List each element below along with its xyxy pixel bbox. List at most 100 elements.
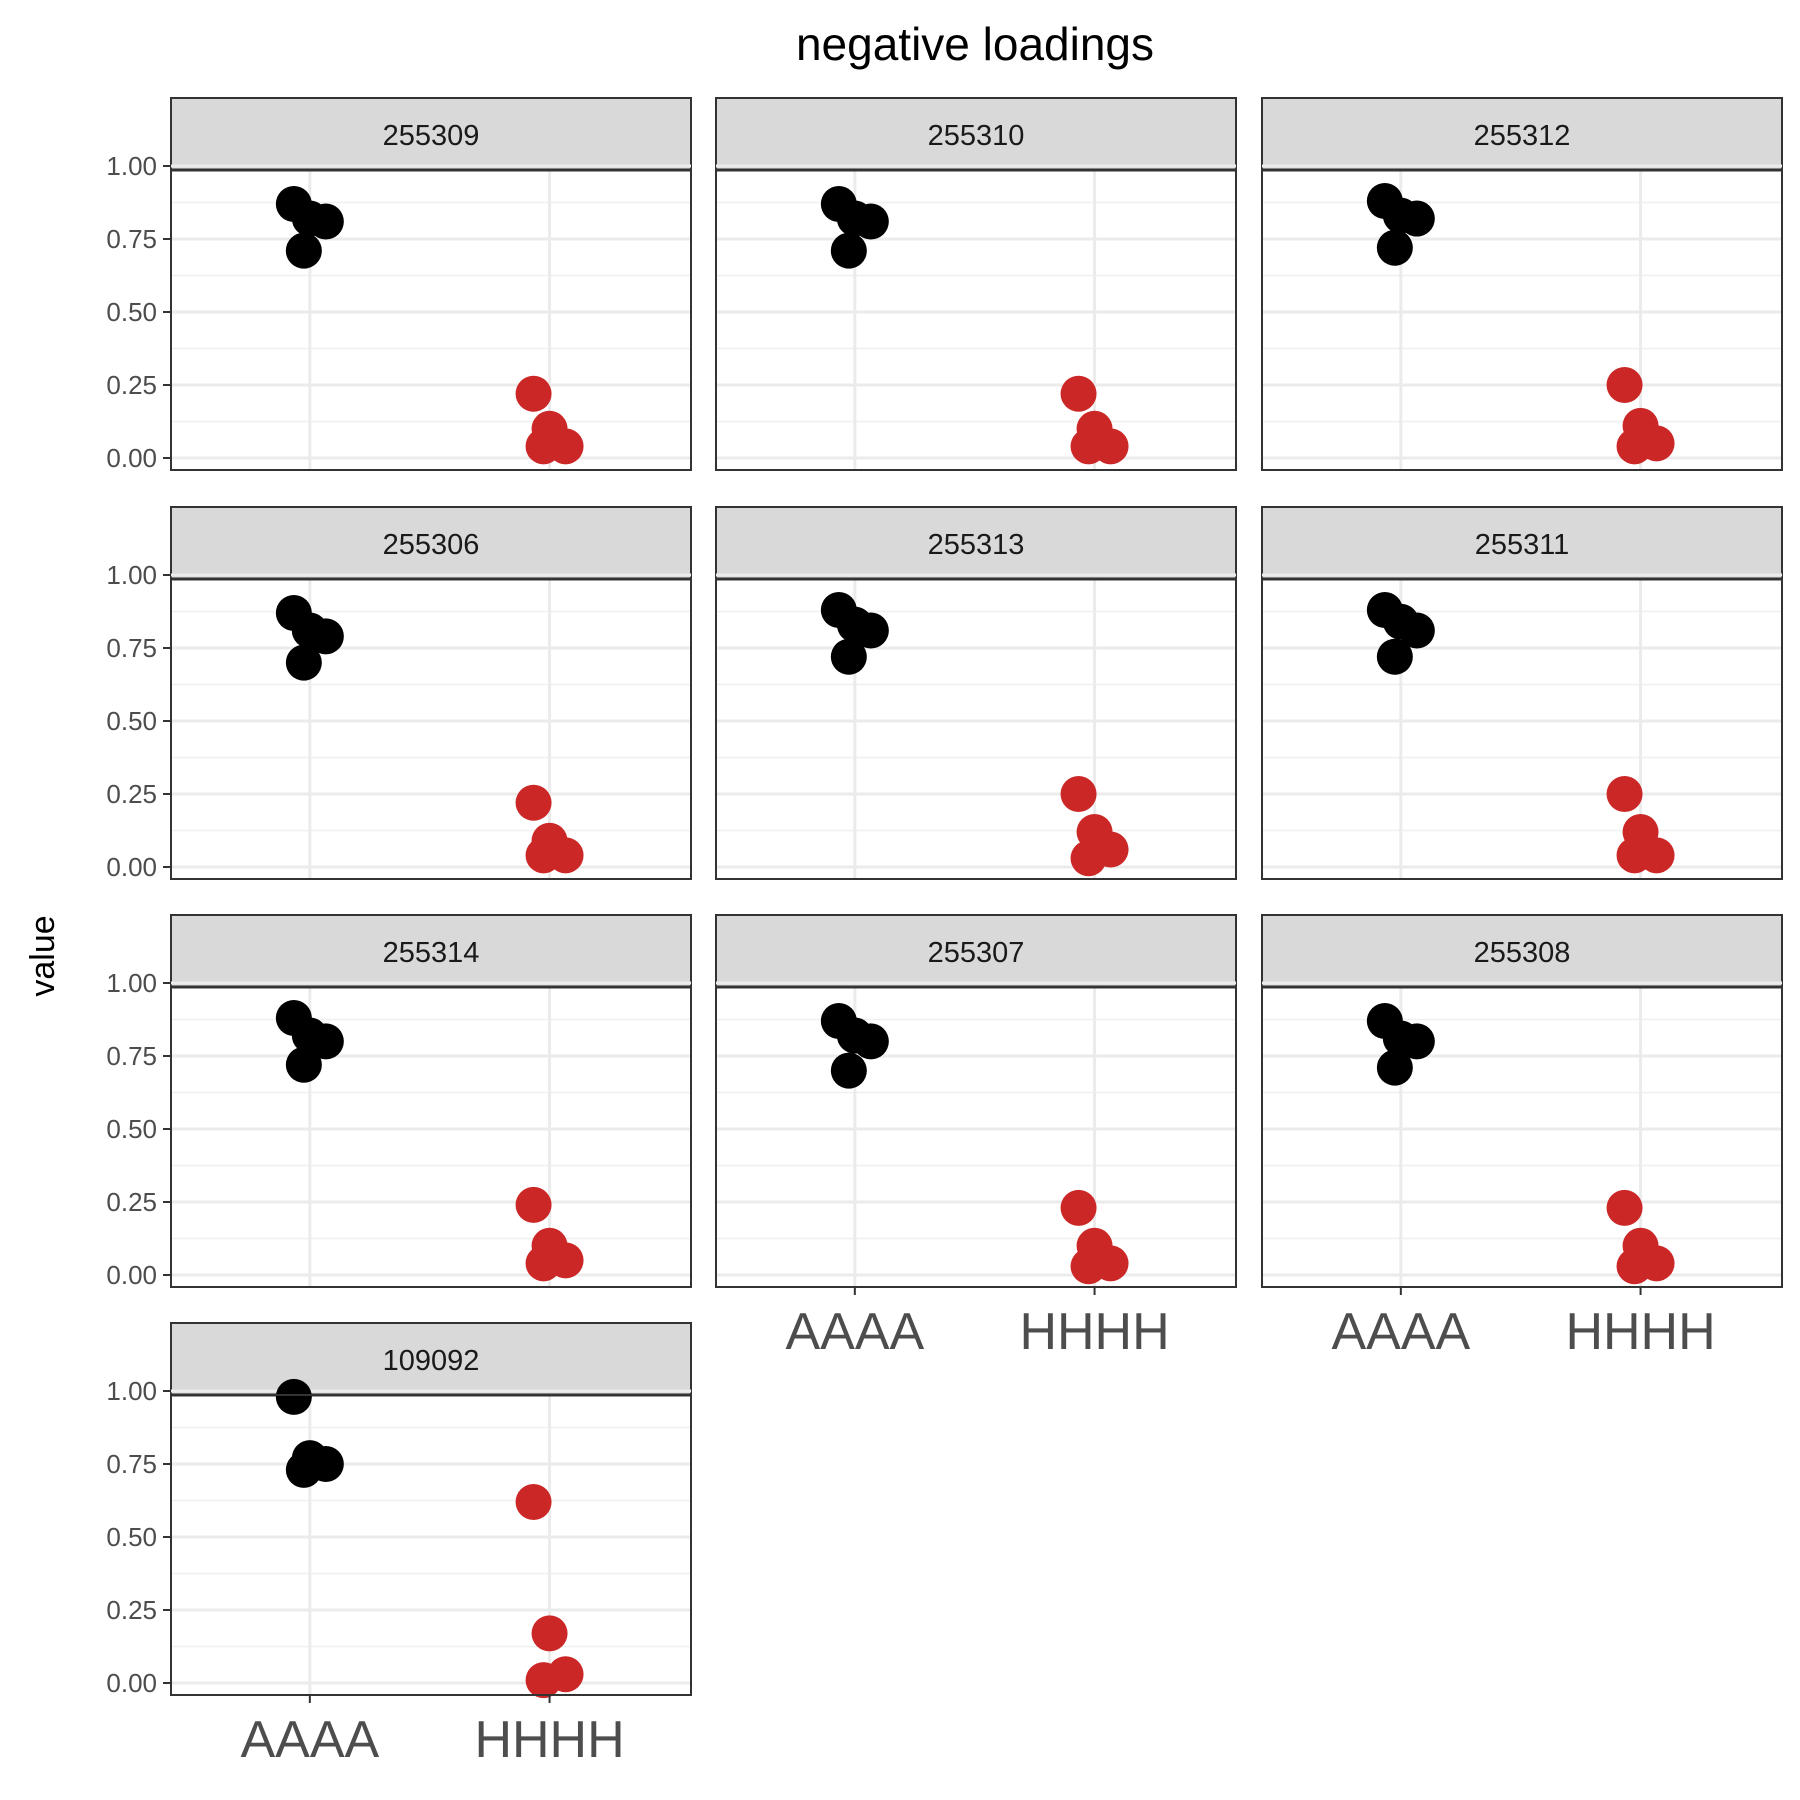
facet-strip-label: 255313 bbox=[928, 529, 1025, 561]
panel-border bbox=[1261, 578, 1783, 880]
data-point-hhhh bbox=[1070, 840, 1107, 877]
facet-strip bbox=[170, 1322, 692, 1396]
facet-strip-label: 255312 bbox=[1474, 120, 1571, 152]
x-tick-label: HHHH bbox=[1019, 1303, 1169, 1361]
y-tick-label: 0.75 bbox=[106, 1041, 157, 1071]
panel-border bbox=[170, 1394, 692, 1696]
data-point-hhhh bbox=[515, 784, 552, 821]
y-tick-label: 0.50 bbox=[106, 1522, 157, 1552]
facet-strip bbox=[715, 506, 1237, 580]
plot-background bbox=[1262, 170, 1782, 470]
data-point-aaaa bbox=[1398, 1023, 1435, 1060]
facet-strip-label: 255308 bbox=[1474, 937, 1571, 969]
x-tick-label: AAAA bbox=[785, 1303, 924, 1361]
y-tick-label: 0.25 bbox=[106, 1187, 157, 1217]
facet-panel-255307: 255307 AAAA HHHH bbox=[715, 914, 1237, 1361]
panel-border bbox=[170, 986, 692, 1288]
facet-panel-255306: 255306 0.00 0.25 0.50 0.75 1.00 bbox=[106, 506, 692, 882]
data-point-aaaa bbox=[852, 612, 889, 649]
facet-panel-255314: 255314 0.00 0.25 0.50 0.75 1.00 bbox=[106, 914, 692, 1290]
data-point-hhhh bbox=[1070, 1248, 1107, 1285]
data-point-aaaa bbox=[307, 618, 344, 655]
data-point-hhhh bbox=[1070, 428, 1107, 465]
facet-strip-label: 255310 bbox=[928, 120, 1025, 152]
data-point-hhhh bbox=[1606, 776, 1643, 812]
data-point-aaaa bbox=[830, 1052, 867, 1089]
data-point-aaaa bbox=[1398, 200, 1435, 237]
x-tick-label: AAAA bbox=[240, 1711, 379, 1769]
data-point-aaaa bbox=[285, 1046, 322, 1083]
data-point-aaaa bbox=[1376, 638, 1413, 675]
facet-panels: 255309 0.00 0.25 0.50 0.75 1.00 255310 255312 25… bbox=[106, 97, 1783, 1769]
data-point-aaaa bbox=[852, 203, 889, 240]
facet-strip-label: 109092 bbox=[383, 1345, 480, 1377]
data-point-hhhh bbox=[1616, 428, 1653, 465]
x-tick-label: HHHH bbox=[474, 1711, 624, 1769]
data-point-hhhh bbox=[531, 1615, 568, 1652]
plot-background bbox=[171, 170, 691, 470]
y-tick-label: 0.25 bbox=[106, 370, 157, 400]
x-tick-label: HHHH bbox=[1565, 1303, 1715, 1361]
data-point-aaaa bbox=[285, 644, 322, 681]
data-point-aaaa bbox=[1376, 229, 1413, 266]
y-tick-label: 0.50 bbox=[106, 1114, 157, 1144]
panel-border bbox=[715, 578, 1237, 880]
plot-background bbox=[716, 987, 1236, 1287]
data-point-aaaa bbox=[285, 1451, 322, 1488]
facet-strip bbox=[1261, 97, 1783, 171]
data-point-hhhh bbox=[1616, 837, 1653, 874]
data-point-hhhh bbox=[525, 1662, 562, 1699]
data-point-aaaa bbox=[1376, 1049, 1413, 1086]
data-point-aaaa bbox=[830, 232, 867, 269]
data-point-hhhh bbox=[515, 375, 552, 412]
panel-border bbox=[170, 578, 692, 880]
plot-background bbox=[716, 579, 1236, 879]
y-tick-label: 0.25 bbox=[106, 1595, 157, 1625]
y-tick-label: 1.00 bbox=[106, 151, 157, 181]
data-point-aaaa bbox=[830, 638, 867, 675]
data-point-hhhh bbox=[1606, 1189, 1643, 1226]
y-tick-label: 0.75 bbox=[106, 1449, 157, 1479]
plot-background bbox=[1262, 987, 1782, 1287]
facet-panel-255309: 255309 0.00 0.25 0.50 0.75 1.00 bbox=[106, 97, 692, 473]
panel-border bbox=[1261, 986, 1783, 1288]
facet-strip-label: 255309 bbox=[383, 120, 480, 152]
facet-strip-label: 255306 bbox=[383, 529, 480, 561]
data-point-hhhh bbox=[1606, 367, 1643, 403]
data-point-aaaa bbox=[852, 1023, 889, 1060]
data-point-hhhh bbox=[525, 837, 562, 874]
y-axis-label: value bbox=[24, 915, 62, 996]
data-point-hhhh bbox=[1060, 1189, 1097, 1226]
y-tick-label: 1.00 bbox=[106, 1376, 157, 1406]
y-tick-label: 0.75 bbox=[106, 224, 157, 254]
data-point-hhhh bbox=[525, 1245, 562, 1282]
y-tick-label: 0.75 bbox=[106, 633, 157, 663]
facet-panel-255312: 255312 bbox=[1261, 97, 1783, 471]
data-point-hhhh bbox=[515, 1186, 552, 1223]
chart-title: negative loadings bbox=[796, 18, 1154, 70]
data-point-hhhh bbox=[1060, 776, 1097, 812]
panel-border bbox=[1261, 169, 1783, 471]
y-tick-label: 0.25 bbox=[106, 779, 157, 809]
plot-background bbox=[171, 987, 691, 1287]
facet-strip bbox=[715, 914, 1237, 988]
facet-strip bbox=[170, 914, 692, 988]
facet-strip bbox=[1261, 914, 1783, 988]
data-point-hhhh bbox=[515, 1483, 552, 1520]
data-point-hhhh bbox=[1060, 375, 1097, 412]
data-point-hhhh bbox=[525, 428, 562, 465]
facet-panel-255313: 255313 bbox=[715, 506, 1237, 880]
plot-background bbox=[1262, 579, 1782, 879]
x-tick-label: AAAA bbox=[1331, 1303, 1470, 1361]
facet-strip bbox=[170, 97, 692, 171]
panel-border bbox=[170, 169, 692, 471]
plot-background bbox=[171, 1395, 691, 1695]
facet-panel-109092: 109092 0.00 0.25 0.50 0.75 1.00 AAAA HHHH bbox=[106, 1322, 692, 1769]
data-point-aaaa bbox=[275, 1378, 312, 1415]
y-tick-label: 0.00 bbox=[106, 1260, 157, 1290]
y-tick-label: 0.00 bbox=[106, 443, 157, 473]
data-point-aaaa bbox=[285, 232, 322, 269]
y-tick-label: 1.00 bbox=[106, 968, 157, 998]
facet-strip bbox=[1261, 506, 1783, 580]
